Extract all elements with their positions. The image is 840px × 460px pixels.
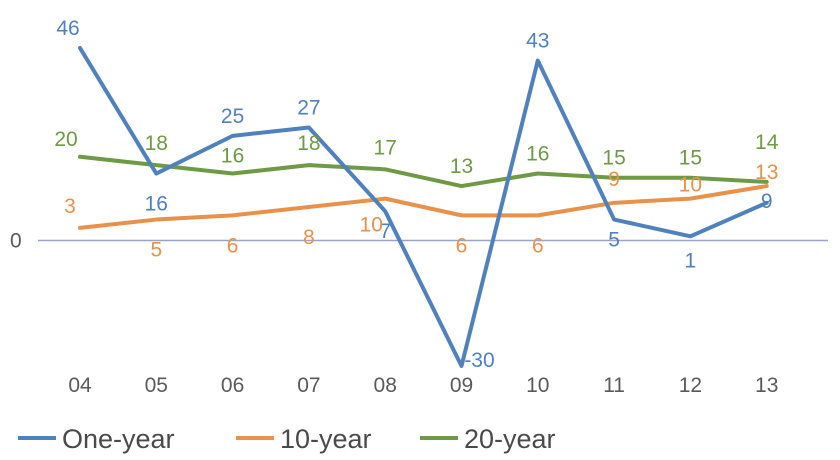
data-label-10-year: 9	[608, 168, 620, 191]
data-label-20-year: 15	[602, 147, 625, 170]
data-label-one-year: 7	[379, 220, 391, 243]
x-tick-label: 09	[450, 374, 473, 397]
data-label-one-year: 27	[297, 97, 320, 120]
legend-item: One-year	[18, 424, 175, 454]
data-label-one-year: 43	[526, 30, 549, 53]
series-line-10-year	[78, 184, 769, 230]
data-label-10-year: 13	[755, 161, 778, 184]
legend: One-year 10-year 20-year	[18, 424, 556, 454]
y-zero-label: 0	[10, 229, 22, 252]
data-label-10-year: 6	[227, 234, 239, 257]
x-tick-label: 05	[145, 374, 168, 397]
legend-label: 20-year	[464, 424, 556, 454]
legend-label: One-year	[62, 424, 175, 454]
data-label-one-year: 16	[145, 193, 168, 216]
legend-item: 20-year	[420, 424, 556, 454]
x-tick-label: 13	[755, 374, 778, 397]
x-tick-label: 12	[679, 374, 702, 397]
data-label-one-year: 9	[761, 190, 773, 213]
data-label-20-year: 20	[54, 128, 77, 151]
data-label-one-year: 25	[221, 105, 244, 128]
data-label-20-year: 16	[526, 143, 549, 166]
data-label-20-year: 15	[679, 147, 702, 170]
series-line-20-year	[78, 154, 769, 189]
axis-layer: 0	[10, 229, 828, 252]
x-tick-labels: 04 05 06 07 08 09 10 11 12 13	[68, 374, 778, 397]
x-tick-label: 06	[221, 374, 244, 397]
data-label-20-year: 13	[450, 155, 473, 178]
x-tick-label: 10	[526, 374, 549, 397]
x-tick-label: 08	[374, 374, 397, 397]
series-line-one-year	[78, 46, 769, 368]
legend-item: 10-year	[236, 424, 372, 454]
data-label-10-year: 6	[532, 234, 544, 257]
data-label-10-year: 6	[456, 234, 468, 257]
data-label-one-year: 5	[608, 229, 620, 252]
x-tick-label: 04	[68, 374, 92, 397]
data-label-20-year: 16	[221, 145, 244, 168]
data-label-one-year: 1	[685, 249, 697, 272]
data-label-20-year: 18	[297, 132, 320, 155]
data-label-10-year: 5	[150, 239, 162, 262]
x-tick-label: 07	[297, 374, 320, 397]
data-label-10-year: 3	[64, 195, 76, 218]
series-lines	[78, 46, 769, 368]
legend-label: 10-year	[280, 424, 372, 454]
data-label-20-year: 18	[145, 132, 168, 155]
data-labels: 46 16 25 27 7 -30 43 5 1 9 3 5 6 8 10 6 6 9 10 13 20 18 16 18 17…	[54, 17, 778, 372]
x-tick-label: 11	[603, 374, 625, 397]
data-label-20-year: 17	[374, 136, 397, 159]
data-label-one-year: -30	[464, 349, 494, 372]
data-label-10-year: 10	[360, 214, 383, 237]
data-label-20-year: 14	[755, 131, 779, 154]
data-label-10-year: 10	[679, 174, 702, 197]
data-label-one-year: 46	[56, 17, 79, 40]
data-label-10-year: 8	[303, 226, 315, 249]
